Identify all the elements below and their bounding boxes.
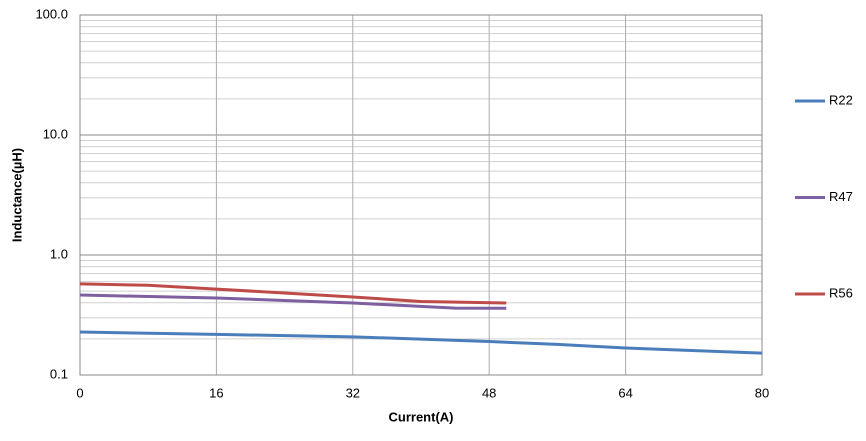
x-tick-label: 80: [755, 385, 769, 400]
y-axis-label: Inductance(µH): [9, 148, 24, 242]
y-tick-label: 1.0: [50, 246, 68, 261]
y-tick-label: 100.0: [35, 6, 68, 21]
x-tick-label: 32: [346, 385, 360, 400]
x-tick-label: 64: [618, 385, 632, 400]
series-line: [79, 293, 507, 310]
plot-frame: [79, 14, 763, 376]
series-line: [79, 330, 763, 355]
x-tick-label: 0: [76, 385, 83, 400]
x-tick-label: 48: [482, 385, 496, 400]
series-line: [79, 282, 507, 305]
x-axis-label: Current(A): [389, 409, 454, 424]
legend-label: R56: [829, 285, 853, 300]
legend-label: R22: [829, 92, 853, 107]
legend-label: R47: [829, 189, 853, 204]
y-tick-label: 0.1: [50, 366, 68, 381]
y-tick-label: 10.0: [43, 126, 68, 141]
x-tick-label: 16: [209, 385, 223, 400]
